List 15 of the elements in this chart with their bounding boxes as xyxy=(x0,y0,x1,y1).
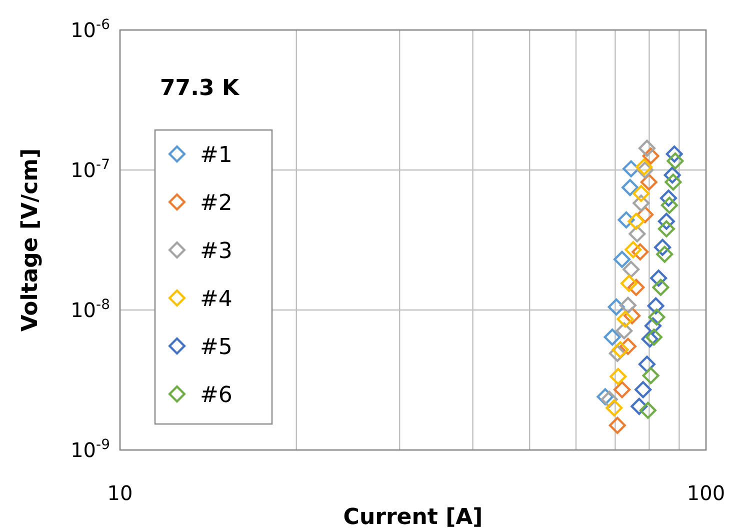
x-axis-title: Current [A] xyxy=(343,505,483,530)
x-tick-label: 100 xyxy=(686,481,726,505)
legend-label: #2 xyxy=(200,191,232,216)
legend-label: #4 xyxy=(200,287,232,312)
annotation: 77.3 K xyxy=(160,76,240,101)
legend-label: #5 xyxy=(200,335,232,360)
legend-label: #6 xyxy=(200,383,232,408)
y-tick-label: 10$^{-6}$ xyxy=(70,17,110,42)
legend-label: #3 xyxy=(200,239,232,264)
y-tick-label: 10$^{-9}$ xyxy=(70,437,110,462)
legend-label: #1 xyxy=(200,143,232,168)
x-tick-label: 10 xyxy=(107,481,133,505)
y-tick-label: 10$^{-7}$ xyxy=(70,157,110,182)
y-axis-title: Voltage [V/cm] xyxy=(18,148,43,332)
y-tick-label: 10$^{-8}$ xyxy=(70,297,110,322)
